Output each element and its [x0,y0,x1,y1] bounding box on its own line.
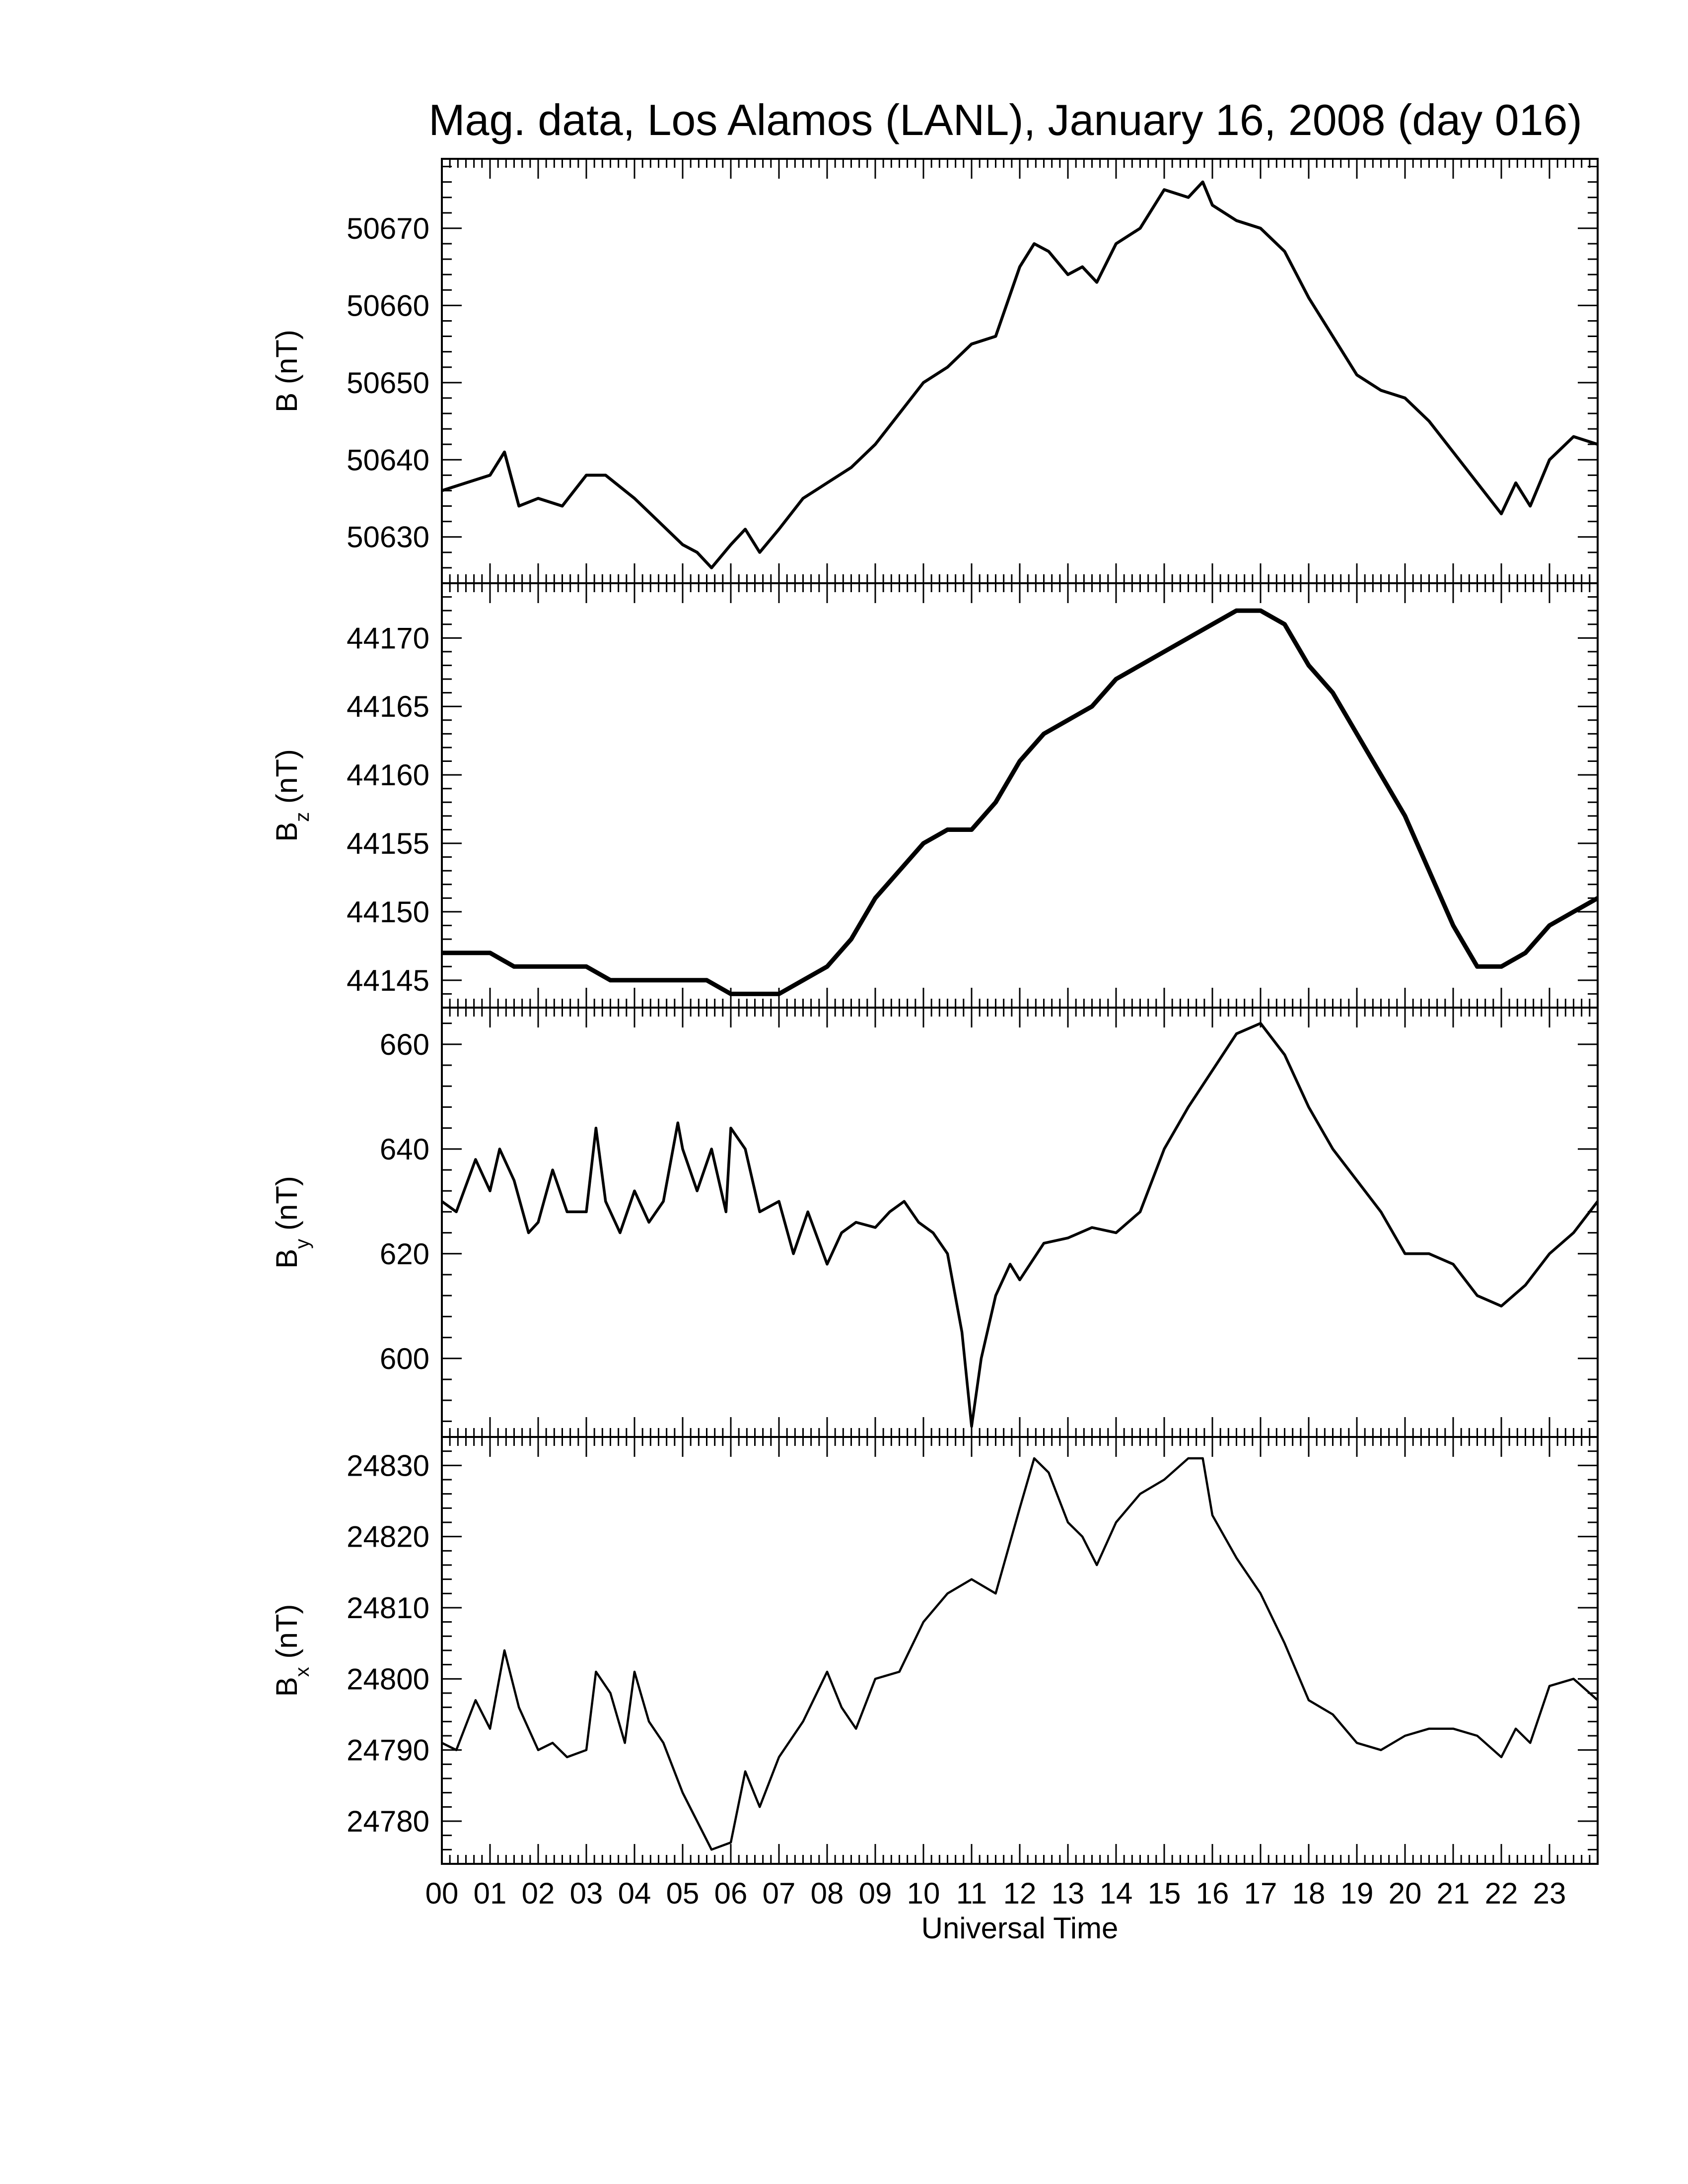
x-tick-label: 22 [1485,1877,1518,1910]
plot-frame [441,582,1599,1009]
plot-frame [441,1436,1599,1865]
x-axis-tick-labels: 00 01 02 03 04 05 06 07 08 09 10 11 12 13 14 15 16 17 18 19… [425,1877,1566,1910]
x-axis-title: Universal Time [921,1911,1119,1945]
y-tick-label: 24800 [347,1662,429,1696]
x-tick-label: 00 [425,1877,459,1910]
x-tick-label: 10 [907,1877,940,1910]
y-tick-label: 620 [380,1237,429,1271]
y-tick-label: 600 [380,1342,429,1375]
x-tick-label: 13 [1052,1877,1085,1910]
x-tick-label: 18 [1292,1877,1326,1910]
y-tick-label: 50670 [347,212,429,245]
series-line [441,180,1598,569]
y-tick-label: 44150 [347,895,429,929]
panel-y: 600 620 640 660 By (nT) [270,1007,1599,1438]
y-axis-title: Bx (nT) [270,1604,313,1697]
panel-total: 50630 50640 50650 50660 50670 B (nT) [270,158,1599,584]
x-tick-label: 05 [666,1877,700,1910]
chart-title: Mag. data, Los Alamos (LANL), January 16… [428,95,1582,144]
x-tick-label: 17 [1244,1877,1277,1910]
y-tick-label: 44165 [347,690,429,723]
y-tick-label: 50630 [347,521,429,554]
y-tick-label: 50650 [347,366,429,400]
plot-frame [441,158,1599,584]
y-tick-label: 660 [380,1028,429,1061]
y-tick-label: 24830 [347,1449,429,1482]
y-tick-label: 24790 [347,1734,429,1767]
x-tick-label: 06 [714,1877,748,1910]
x-tick-label: 23 [1533,1877,1566,1910]
y-tick-label: 44170 [347,621,429,655]
x-tick-label: 02 [522,1877,555,1910]
panel-x: 24780 24790 24800 24810 24820 24830 Bx (nT) [270,1436,1599,1865]
y-axis-title: By (nT) [270,1176,313,1269]
x-tick-label: 11 [956,1877,987,1910]
x-tick-label: 16 [1196,1877,1229,1910]
panels: 50630 50640 50650 50660 50670 B (nT) 44145 4415… [270,158,1599,1865]
x-tick-label: 15 [1148,1877,1181,1910]
panel-z: 44145 44150 44155 44160 44165 44170 Bz (nT) [270,582,1599,1009]
series-line [441,1457,1599,1851]
y-tick-label: 24810 [347,1591,429,1625]
y-tick-label: 50660 [347,289,429,322]
x-tick-label: 12 [1003,1877,1037,1910]
series-line [442,608,1599,996]
y-axis-title: Bz (nT) [270,749,313,842]
x-tick-label: 03 [570,1877,603,1910]
x-tick-label: 19 [1340,1877,1374,1910]
y-tick-label: 50640 [347,443,429,477]
x-tick-label: 09 [859,1877,892,1910]
y-tick-label: 640 [380,1133,429,1166]
x-tick-label: 14 [1100,1877,1133,1910]
y-tick-label: 44145 [347,964,429,997]
x-tick-label: 04 [618,1877,651,1910]
y-axis-title: B (nT) [270,330,303,412]
y-tick-label: 24780 [347,1805,429,1838]
x-tick-label: 07 [763,1877,796,1910]
y-tick-label: 44155 [347,827,429,860]
x-tick-label: 20 [1389,1877,1422,1910]
series-line [441,1022,1599,1428]
x-tick-label: 08 [811,1877,844,1910]
x-tick-label: 01 [474,1877,507,1910]
x-tick-label: 21 [1437,1877,1470,1910]
y-tick-label: 44160 [347,758,429,792]
y-tick-label: 24820 [347,1520,429,1554]
